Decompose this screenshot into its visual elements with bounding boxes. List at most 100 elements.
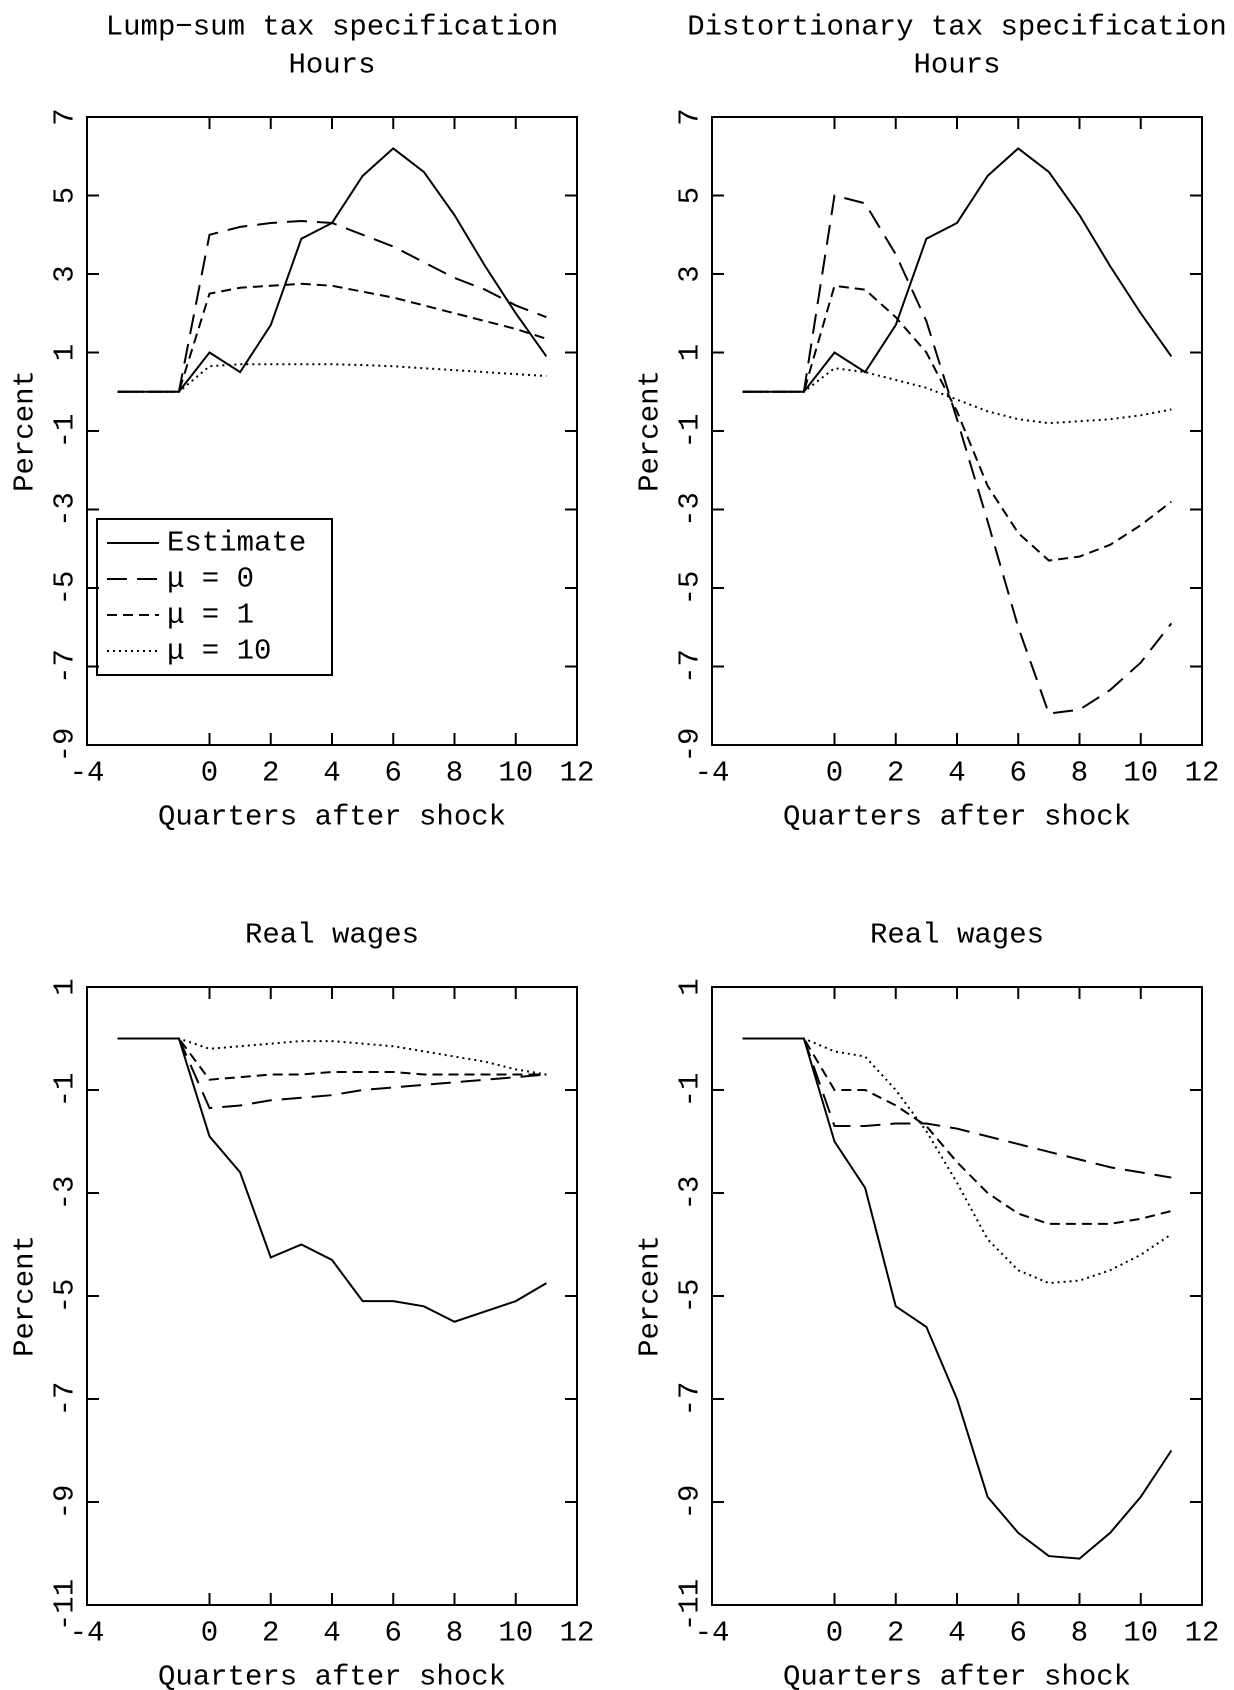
series-line [742,194,1173,715]
series-line [742,1037,1172,1225]
y-tick-label: -7 [49,649,82,684]
y-tick-label: -7 [49,1382,82,1417]
series-line [117,1037,547,1110]
series-line [117,363,547,393]
y-tick-label: -1 [49,414,82,449]
y-tick-label: -1 [674,414,707,449]
y-tick-label: -5 [49,571,82,606]
x-tick-label: 10 [498,757,533,790]
x-tick-label: 6 [1010,757,1027,790]
x-tick-label: -4 [70,757,105,790]
x-tick-label: 6 [1010,1617,1027,1650]
y-tick-label: -11 [674,1579,707,1631]
x-tick-label: 12 [1185,757,1220,790]
x-tick-label: -4 [70,1617,105,1650]
legend-label: μ = 0 [167,563,254,596]
y-axis-label: Percent [634,370,667,492]
chart-subtitle: Hours [913,49,1000,82]
legend-label: μ = 1 [167,599,254,632]
y-tick-label: -11 [49,1579,82,1631]
x-tick-label: 8 [446,757,463,790]
legend-label: μ = 10 [167,635,271,668]
chart-panel: Real wages-11-9-7-5-3-11-4 0 2 4 6 8 10 12Quart… [9,919,595,1690]
x-tick-label: 12 [1185,1617,1220,1650]
y-tick-label: 5 [674,187,707,204]
y-tick-label: -9 [674,1485,707,1520]
series-line [117,1037,547,1323]
y-tick-label: -5 [49,1279,82,1314]
y-tick-label: 7 [49,108,82,125]
x-tick-label: 4 [323,757,340,790]
y-tick-label: -3 [674,492,707,527]
plot-frame [711,116,1203,746]
x-tick-label: -4 [695,1617,730,1650]
legend-box [96,518,333,676]
chart-panel: Lump−sum tax specification Hours -9 -7 -5 -3 -… [9,11,595,834]
y-tick-label: -9 [49,1485,82,1520]
x-axis-label: Quarters after shock [783,801,1131,834]
series-line [117,220,547,393]
y-tick-label: 1 [674,978,707,995]
y-tick-label: 3 [49,265,82,282]
series-line [742,367,1172,425]
x-tick-label: 0 [826,757,843,790]
y-tick-label: -7 [674,1382,707,1417]
series-line [742,147,1173,393]
x-tick-label: 6 [385,1617,402,1650]
plot-frame [86,986,578,1606]
y-axis-label: Percent [634,1235,667,1357]
chart-subtitle: Hours [288,49,375,82]
x-tick-label: 10 [1123,757,1158,790]
y-tick-label: -7 [674,649,707,684]
x-tick-label: 4 [948,1617,965,1650]
y-tick-label: 1 [674,344,707,361]
series-line [742,1037,1172,1179]
chart-title: Real wages [870,919,1044,952]
x-tick-label: 10 [498,1617,533,1650]
series-line [742,1037,1173,1560]
chart-panel: Real wages-11-9-7-5-3-11-4 0 2 4 6 8 10 12Quart… [634,919,1220,1690]
x-tick-label: -4 [695,757,730,790]
chart-title: Distortionary tax specification [687,11,1227,44]
y-tick-label: -1 [49,1073,82,1108]
chart-title: Lump−sum tax specification [106,11,558,44]
x-tick-label: 2 [262,1617,279,1650]
x-tick-label: 6 [385,757,402,790]
x-axis-label: Quarters after shock [158,1661,506,1690]
y-tick-label: 1 [49,978,82,995]
series-line [117,1037,547,1076]
series-line [117,282,547,393]
x-tick-label: 12 [560,757,595,790]
x-tick-label: 2 [262,757,279,790]
x-tick-label: 8 [1071,1617,1088,1650]
y-axis-label: Percent [9,1235,42,1357]
x-tick-label: 4 [323,1617,340,1650]
x-tick-label: 0 [201,1617,218,1650]
chart-panel: Distortionary tax specification Hours -9 -7… [634,11,1227,834]
legend-label: Estimate [167,527,306,560]
x-tick-label: 2 [887,757,904,790]
x-tick-label: 4 [948,757,965,790]
y-tick-label: 1 [49,344,82,361]
x-tick-label: 12 [560,1617,595,1650]
series-line [117,147,548,393]
y-tick-label: -5 [674,1279,707,1314]
series-line [742,1037,1172,1285]
x-tick-label: 8 [1071,757,1088,790]
y-tick-label: 3 [674,265,707,282]
y-tick-label: -9 [674,728,707,763]
y-tick-label: 5 [49,187,82,204]
y-tick-label: -3 [49,1176,82,1211]
y-tick-label: -5 [674,571,707,606]
x-tick-label: 10 [1123,1617,1158,1650]
series-line [742,284,1172,562]
x-axis-label: Quarters after shock [783,1661,1131,1690]
y-axis-label: Percent [9,370,42,492]
x-axis-label: Quarters after shock [158,801,506,834]
y-tick-label: -3 [674,1176,707,1211]
x-tick-label: 0 [826,1617,843,1650]
y-tick-label: 7 [674,108,707,125]
chart-title: Real wages [245,919,419,952]
